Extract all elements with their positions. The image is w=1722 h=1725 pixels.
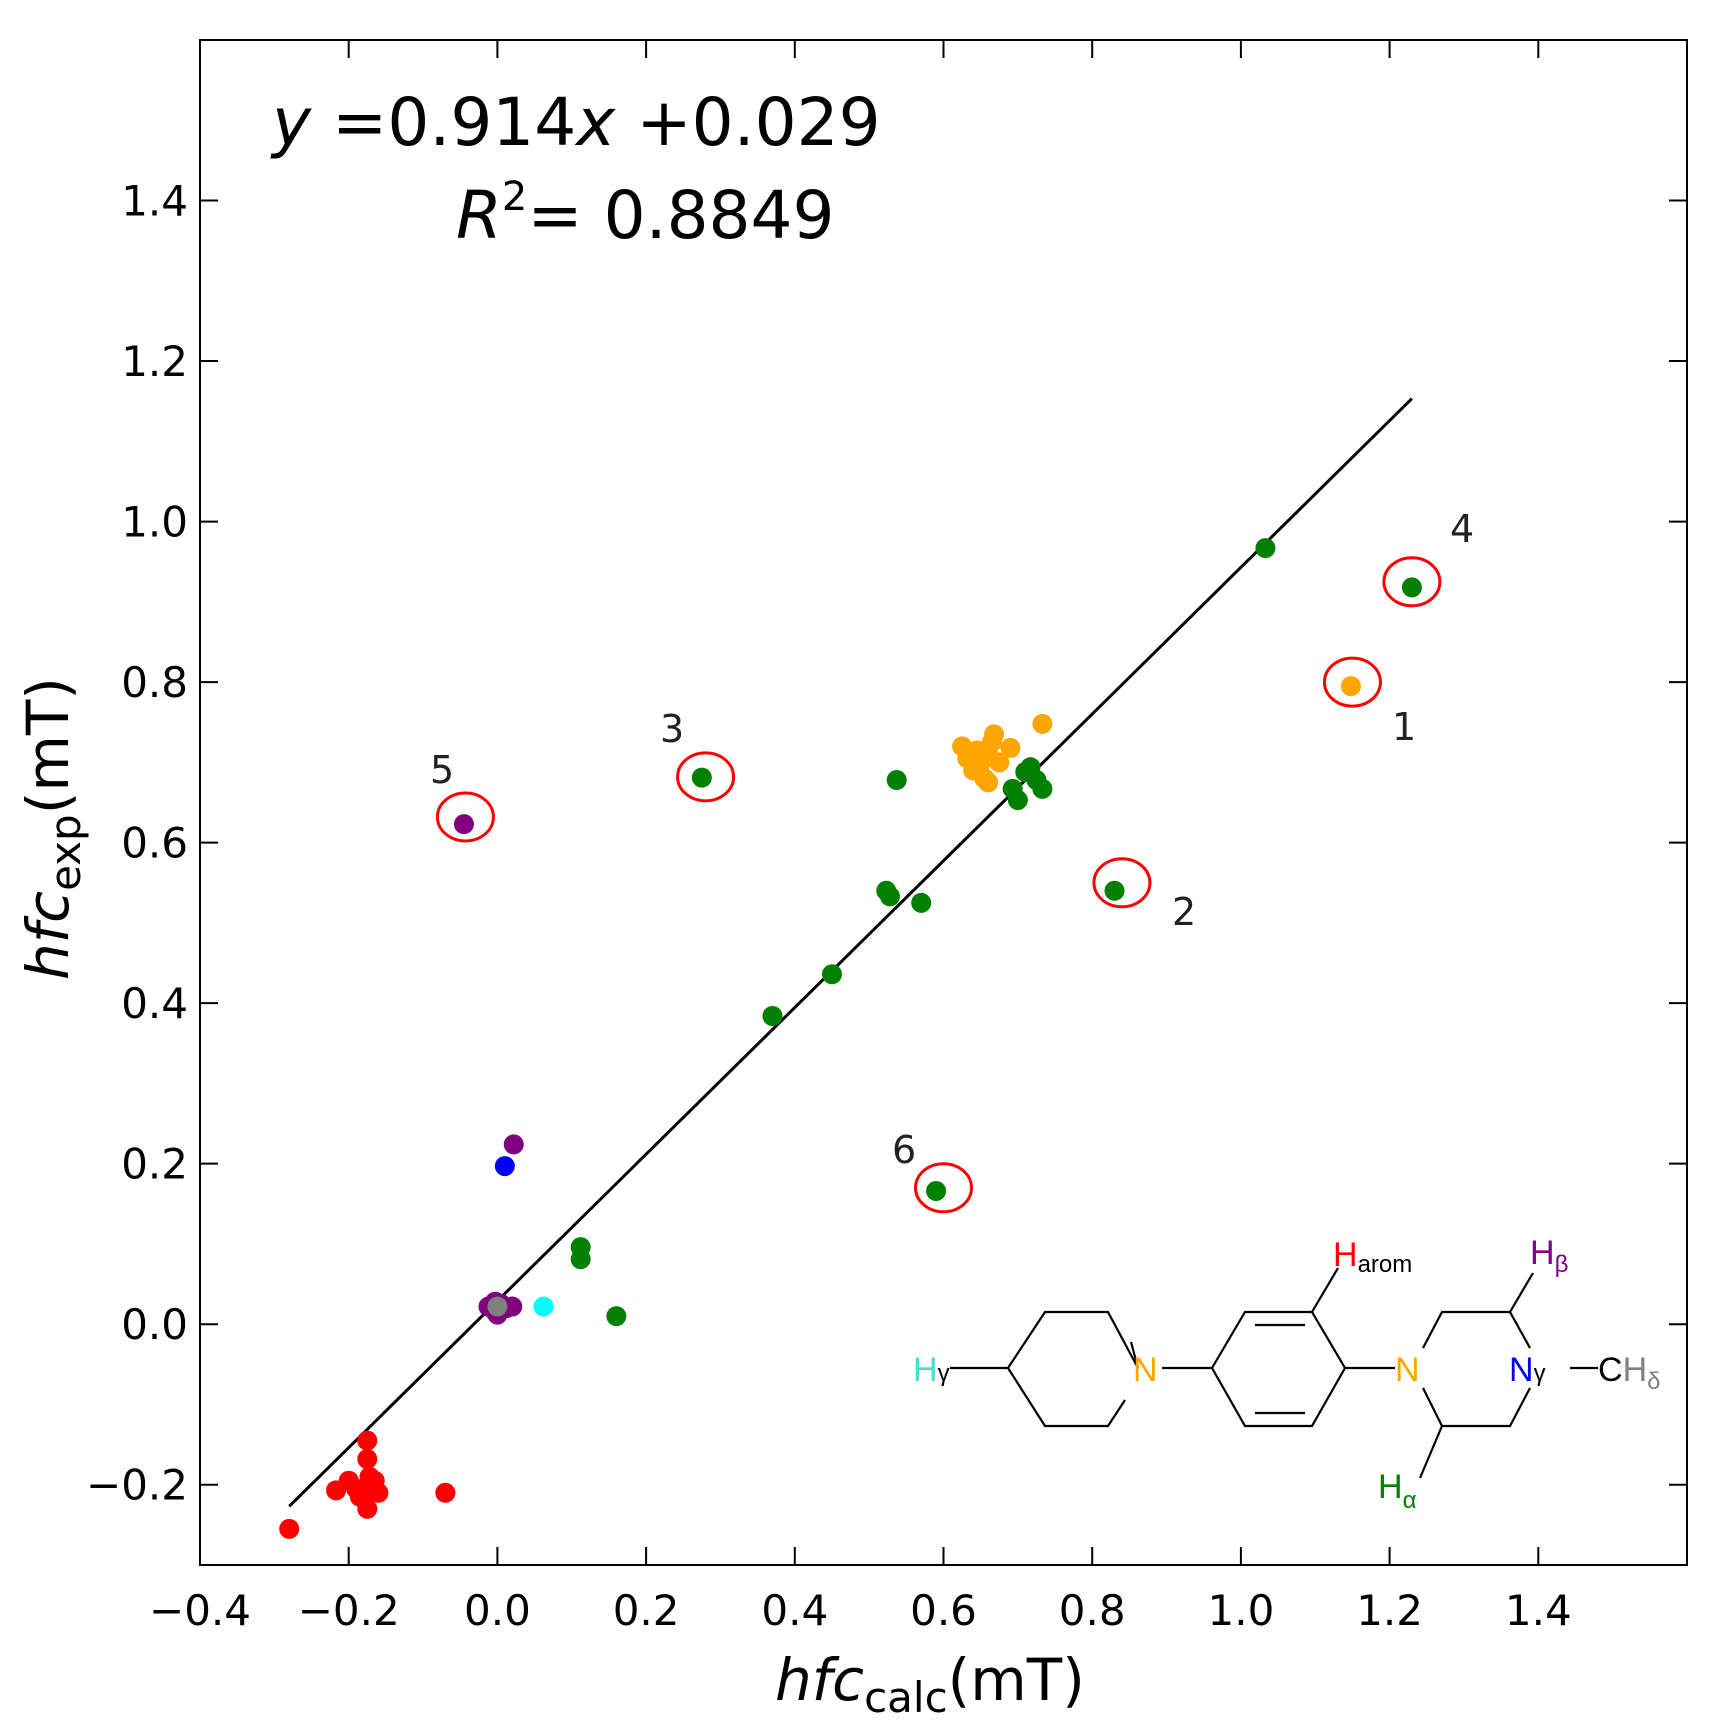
point-h-arom — [357, 1449, 378, 1470]
label-h-arom: Harom — [1333, 1236, 1412, 1278]
point-n-alpha — [978, 772, 999, 793]
x-tick-label: −0.4 — [149, 1586, 251, 1635]
x-tick-label: 0.6 — [910, 1586, 977, 1635]
point-h-alpha — [1401, 577, 1422, 598]
y-tick-labels: −0.2 0.0 0.2 0.4 0.6 0.8 1.0 1.2 1.4 — [86, 177, 188, 1510]
point-h-arom — [357, 1498, 378, 1519]
molecule-structure: Harom Hβ Hγ N N Nγ CHδ Hα — [913, 1234, 1660, 1514]
outlier-circle-3 — [676, 751, 736, 803]
point-h-alpha — [926, 1180, 947, 1201]
outlier-circle-6 — [914, 1162, 973, 1214]
label-h-alpha: Hα — [1378, 1468, 1417, 1514]
outlier-circles — [435, 556, 1442, 1214]
label-h-gamma: Hγ — [913, 1351, 950, 1389]
y-tick-label: 0.0 — [121, 1300, 188, 1349]
point-h-delta — [487, 1296, 508, 1317]
outlier-circle-2 — [1092, 857, 1152, 909]
y-tick-label: 0.6 — [121, 819, 188, 868]
point-h-alpha — [879, 886, 900, 907]
y-tick-label: 0.4 — [121, 979, 188, 1028]
point-h-alpha — [570, 1249, 591, 1270]
outlier-circle-4 — [1382, 556, 1442, 608]
y-tick-label: −0.2 — [86, 1461, 188, 1510]
x-tick-label: 1.2 — [1356, 1586, 1423, 1635]
x-tick-label: 1.0 — [1208, 1586, 1275, 1635]
point-n-alpha — [1000, 737, 1021, 758]
point-n-gamma — [494, 1156, 515, 1177]
y-axis-title: hfcexp(mT) — [14, 677, 90, 980]
point-h-alpha — [1104, 880, 1125, 901]
outlier-circle-1 — [1322, 656, 1382, 708]
x-tick-label: 0.0 — [464, 1586, 531, 1635]
x-tick-label: 1.4 — [1505, 1586, 1572, 1635]
label-n-gamma: Nγ — [1509, 1351, 1546, 1389]
point-h-arom — [435, 1482, 456, 1503]
point-h-beta — [502, 1296, 523, 1317]
point-h-alpha — [911, 892, 932, 913]
outlier-circle-5 — [435, 791, 495, 843]
label-n-alpha-2: N — [1395, 1351, 1420, 1389]
callout-label-6: 6 — [892, 1128, 916, 1172]
callout-label-5: 5 — [430, 748, 454, 792]
point-n-alpha — [961, 742, 982, 763]
regression-equation: y =0.914x +0.029 — [270, 84, 881, 161]
r-squared: R2= 0.8849 — [456, 174, 835, 254]
point-n-alpha — [989, 752, 1010, 773]
x-tick-label: 0.4 — [761, 1586, 828, 1635]
point-h-beta — [503, 1134, 524, 1155]
callout-labels: 1 2 3 4 5 6 — [430, 507, 1474, 1172]
point-h-arom — [357, 1430, 378, 1451]
point-h-arom — [368, 1482, 389, 1503]
molecule-bonds — [950, 1267, 1598, 1479]
point-n-alpha — [1032, 713, 1053, 734]
callout-label-2: 2 — [1172, 890, 1196, 934]
point-h-alpha — [1255, 538, 1276, 559]
y-tick-label: 1.4 — [121, 177, 188, 226]
y-tick-label: 0.2 — [121, 1140, 188, 1189]
point-h-alpha — [1032, 778, 1053, 799]
y-tick-label: 1.2 — [121, 337, 188, 386]
label-h-beta: Hβ — [1530, 1234, 1568, 1278]
point-h-alpha — [691, 767, 712, 788]
data-points — [279, 538, 1422, 1539]
callout-label-4: 4 — [1450, 507, 1474, 551]
x-tick-label: 0.2 — [613, 1586, 680, 1635]
point-h-gamma — [533, 1296, 554, 1317]
x-tick-label: 0.8 — [1059, 1586, 1126, 1635]
axis-ticks — [199, 40, 1687, 1565]
point-h-alpha — [1007, 790, 1028, 811]
x-axis-title: hfccalc(mT) — [775, 1646, 1085, 1722]
point-h-alpha — [606, 1306, 627, 1327]
x-tick-label: −0.2 — [298, 1586, 400, 1635]
point-h-arom — [279, 1518, 300, 1539]
point-h-alpha — [821, 964, 842, 985]
point-n-alpha — [1340, 676, 1361, 697]
regression-line — [288, 397, 1413, 1508]
x-tick-labels: −0.4 −0.2 0.0 0.2 0.4 0.6 0.8 1.0 1.2 1.4 — [149, 1586, 1572, 1635]
callout-label-3: 3 — [660, 707, 684, 751]
point-h-beta — [453, 814, 474, 835]
label-n-alpha-1: N — [1133, 1351, 1158, 1389]
callout-label-1: 1 — [1392, 705, 1416, 749]
point-n-alpha — [984, 724, 1005, 745]
point-h-alpha — [886, 770, 907, 791]
y-tick-label: 0.8 — [121, 658, 188, 707]
point-h-alpha — [762, 1006, 783, 1026]
y-tick-label: 1.0 — [121, 498, 188, 547]
plot-frame — [199, 39, 1688, 1566]
label-ch-delta: CHδ — [1598, 1351, 1660, 1395]
